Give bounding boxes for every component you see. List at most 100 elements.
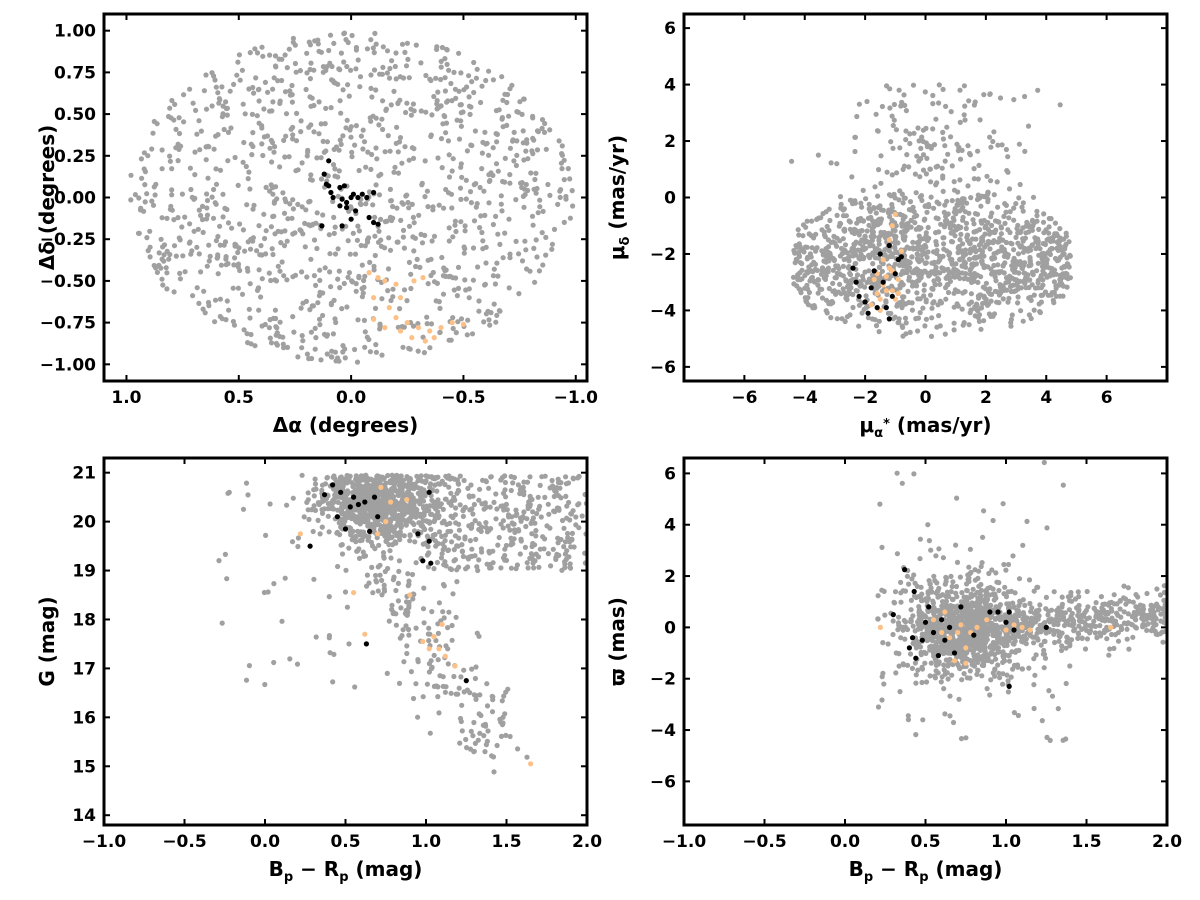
field-star-point [878, 180, 884, 186]
field-star-point [362, 553, 369, 559]
black-member-point [338, 489, 344, 495]
field-star-point [430, 207, 436, 213]
orange-member-point [351, 590, 357, 596]
field-star-point [454, 579, 460, 585]
field-star-point [529, 213, 536, 219]
field-star-point [889, 217, 895, 223]
field-star-point [947, 225, 953, 231]
field-star-point [128, 172, 134, 178]
field-star-point [186, 240, 192, 246]
field-star-point [256, 307, 262, 313]
field-star-point [461, 477, 467, 484]
field-star-point [318, 121, 324, 127]
field-star-point [1056, 638, 1062, 644]
field-star-point [166, 256, 172, 262]
field-star-point [328, 505, 334, 512]
field-star-point [1020, 200, 1026, 206]
field-star-point [902, 301, 908, 307]
field-star-point [842, 228, 848, 234]
field-star-point [398, 217, 404, 223]
field-star-point [881, 229, 887, 236]
field-star-point [379, 474, 385, 480]
field-star-point [357, 521, 363, 527]
field-star-point [523, 181, 529, 188]
field-star-point [495, 168, 501, 174]
field-star-point [874, 246, 880, 252]
field-star-point [223, 105, 229, 112]
field-star-point [819, 265, 826, 271]
field-star-point [445, 547, 451, 554]
field-star-point [502, 91, 508, 97]
field-star-point [995, 239, 1001, 245]
field-star-point [406, 75, 412, 81]
field-star-point [235, 264, 241, 270]
field-star-point [371, 67, 378, 73]
field-star-point [139, 175, 145, 181]
field-star-point [167, 105, 173, 111]
field-star-point [252, 46, 258, 52]
field-star-point [907, 651, 914, 657]
orange-member-point [871, 276, 877, 282]
field-star-point [142, 199, 148, 205]
field-star-point [440, 674, 446, 680]
field-star-point [533, 528, 539, 534]
orange-member-point [439, 621, 445, 628]
field-star-point [855, 247, 861, 253]
field-star-point [913, 279, 919, 285]
field-star-point [1029, 269, 1036, 275]
field-star-point [467, 690, 473, 696]
field-star-point [537, 197, 543, 203]
x-tick-label: 1.0 [411, 832, 441, 852]
field-star-point [311, 493, 317, 499]
black-member-point [337, 184, 343, 191]
field-star-point [338, 494, 344, 500]
field-star-point [464, 745, 470, 751]
field-star-point [490, 221, 496, 228]
field-star-point [384, 670, 390, 677]
field-star-point [255, 87, 261, 93]
x-tick-label: 0.5 [330, 832, 360, 852]
field-star-point [490, 145, 496, 151]
field-star-point [962, 103, 968, 109]
field-star-point [383, 487, 389, 493]
field-star-point [1111, 645, 1117, 652]
field-star-point [430, 475, 436, 481]
field-star-point [150, 130, 156, 136]
field-star-point [907, 329, 913, 335]
field-star-point [171, 289, 177, 295]
field-star-point [369, 94, 375, 100]
field-star-point [461, 87, 467, 93]
black-member-point [353, 208, 359, 214]
field-star-point [994, 299, 1000, 305]
field-star-point [244, 331, 250, 337]
field-star-point [391, 88, 397, 94]
field-star-point [181, 92, 187, 98]
field-star-point [466, 103, 473, 109]
black-member-point [865, 310, 871, 316]
field-star-point [869, 237, 876, 243]
field-star-point [841, 256, 847, 263]
field-star-point [337, 98, 343, 104]
black-member-point [880, 279, 886, 285]
field-star-point [1015, 230, 1021, 236]
field-star-point [272, 277, 278, 283]
field-star-point [257, 252, 263, 258]
field-star-point [852, 198, 858, 204]
field-star-point [364, 237, 371, 243]
field-star-point [800, 233, 806, 239]
field-star-point [406, 205, 412, 211]
field-star-point [474, 564, 480, 570]
field-star-point [968, 291, 975, 297]
black-member-point [883, 305, 889, 311]
field-star-point [847, 312, 853, 318]
field-star-point [205, 299, 212, 306]
field-star-point [390, 203, 396, 210]
field-star-point [316, 131, 322, 137]
field-star-point [458, 316, 465, 322]
field-star-point [928, 660, 934, 666]
field-star-point [459, 728, 465, 734]
orange-member-point [427, 328, 433, 334]
field-star-point [1046, 215, 1052, 222]
field-star-point [493, 131, 499, 137]
